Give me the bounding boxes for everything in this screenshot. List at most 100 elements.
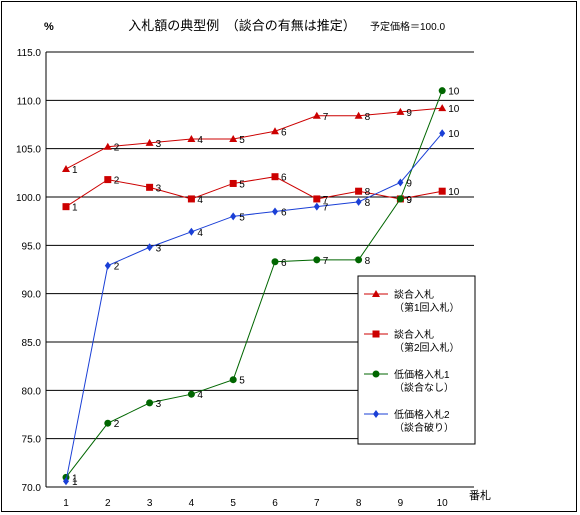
data-point xyxy=(103,142,112,150)
data-label: 10 xyxy=(448,129,460,140)
y-axis-label: % xyxy=(44,21,54,33)
data-point xyxy=(187,135,196,142)
data-point xyxy=(146,243,153,252)
x-axis-label: 番札 xyxy=(469,489,491,502)
data-label: 2 xyxy=(114,419,120,430)
data-label: 5 xyxy=(239,135,245,146)
data-point xyxy=(396,107,405,115)
x-tick-label: 4 xyxy=(189,498,195,509)
data-label: 10 xyxy=(448,87,460,98)
data-point xyxy=(62,164,70,172)
data-label: 4 xyxy=(197,228,203,239)
data-label: 5 xyxy=(239,179,245,190)
data-label: 9 xyxy=(406,195,412,206)
grid xyxy=(46,51,474,440)
data-label: 3 xyxy=(156,183,162,194)
x-tick-label: 7 xyxy=(314,498,320,509)
legend: 談合入札（第1回入札）談合入札（第2回入札）低価格入札1（談合なし）低価格入札2… xyxy=(357,275,476,445)
data-label: 6 xyxy=(281,173,287,184)
data-label: 1 xyxy=(72,203,78,214)
data-point xyxy=(271,258,279,266)
data-point xyxy=(104,261,111,270)
data-point xyxy=(271,173,279,181)
legend-marker xyxy=(372,330,380,338)
y-tick-label: 100.0 xyxy=(16,193,41,204)
data-point xyxy=(145,138,154,146)
legend-label: 低価格入札1 xyxy=(394,368,450,381)
data-point xyxy=(313,256,321,264)
data-point xyxy=(355,256,363,264)
data-label: 7 xyxy=(323,195,329,206)
data-label: 6 xyxy=(281,208,287,219)
y-tick-label: 115.0 xyxy=(17,48,42,59)
series-line xyxy=(65,132,443,482)
y-tick-label: 105.0 xyxy=(16,145,41,156)
series-4: 1 2 3 4 5 6 7 8 9 10 xyxy=(63,129,460,488)
data-label: 4 xyxy=(197,135,203,146)
legend-marker xyxy=(373,410,379,418)
data-label: 7 xyxy=(323,203,329,214)
data-point xyxy=(271,127,279,135)
data-label: 4 xyxy=(197,390,203,401)
data-point xyxy=(313,202,320,211)
data-point xyxy=(187,390,195,398)
data-label: 8 xyxy=(365,198,371,209)
x-tick-label: 5 xyxy=(230,498,236,509)
y-tick-label: 70.0 xyxy=(22,483,42,494)
legend-sublabel: （談合破り） xyxy=(394,421,454,434)
chart-note: 予定価格＝100.0 xyxy=(370,20,445,33)
legend-label: 談合入札 xyxy=(394,328,434,341)
legend-label: 低価格入札2 xyxy=(394,408,450,421)
data-label: 3 xyxy=(156,139,162,150)
x-tick-label: 2 xyxy=(105,498,111,509)
y-tick-label: 85.0 xyxy=(22,338,42,349)
data-point xyxy=(312,111,321,119)
data-point xyxy=(187,195,195,203)
x-tick-label: 3 xyxy=(147,498,153,509)
data-label: 5 xyxy=(239,376,245,387)
series-1: 1 2 3 4 5 6 7 8 9 10 xyxy=(62,104,460,176)
data-label: 2 xyxy=(114,143,120,154)
data-point xyxy=(355,187,363,195)
data-point xyxy=(230,212,237,221)
y-tick-label: 90.0 xyxy=(22,290,42,301)
data-label: 5 xyxy=(239,212,245,223)
data-point xyxy=(188,227,195,236)
data-point xyxy=(104,419,112,427)
data-label: 4 xyxy=(197,195,203,206)
y-tick-label: 95.0 xyxy=(22,241,42,252)
data-label: 3 xyxy=(156,243,162,254)
legend-item-3: 低価格入札1（談合なし） xyxy=(364,368,454,394)
data-point xyxy=(355,197,362,206)
data-label: 8 xyxy=(365,256,371,267)
data-point xyxy=(396,195,404,203)
legend-marker xyxy=(372,370,380,378)
data-label: 7 xyxy=(323,112,329,123)
data-point xyxy=(313,195,321,203)
legend-label: 談合入札 xyxy=(394,288,434,301)
data-point xyxy=(229,376,237,384)
data-label: 8 xyxy=(365,187,371,198)
data-point xyxy=(63,477,69,486)
x-tick-label: 6 xyxy=(272,498,278,509)
legend-marker xyxy=(372,290,380,297)
series-line xyxy=(65,176,443,208)
legend-item-4: 低価格入札2（談合破り） xyxy=(364,408,454,434)
legend-item-2: 談合入札（第2回入札） xyxy=(364,328,460,354)
data-point xyxy=(438,87,446,95)
series-2: 1 2 3 4 5 6 7 8 9 10 xyxy=(62,173,460,214)
data-point xyxy=(104,176,112,184)
data-label: 2 xyxy=(114,176,120,187)
legend-sublabel: （談合なし） xyxy=(394,381,454,394)
data-point xyxy=(62,203,70,211)
y-tick-label: 80.0 xyxy=(22,386,42,397)
series-line xyxy=(65,107,443,170)
data-label: 9 xyxy=(406,195,412,206)
data-point xyxy=(397,178,404,187)
data-label: 10 xyxy=(448,187,460,198)
y-tick-label: 110.0 xyxy=(17,96,42,107)
data-label: 1 xyxy=(72,477,78,488)
data-label: 10 xyxy=(448,104,460,115)
data-label: 3 xyxy=(156,399,162,410)
